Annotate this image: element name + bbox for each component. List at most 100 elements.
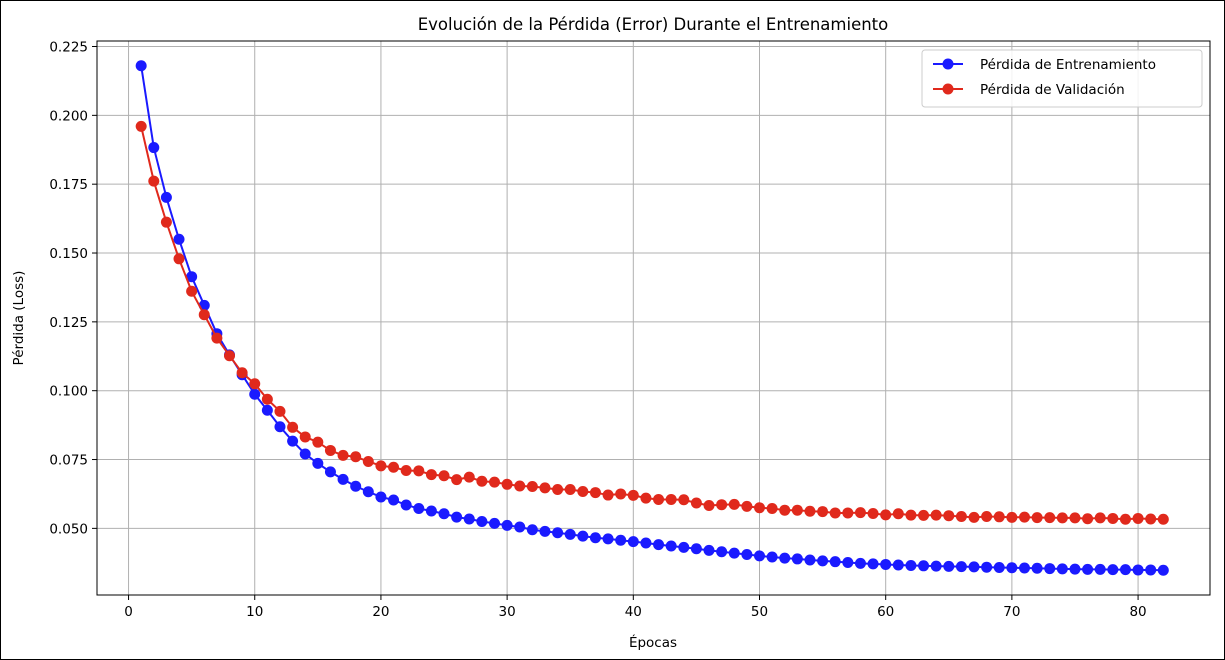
series-train	[135, 60, 1169, 576]
x-tick-label: 30	[499, 604, 516, 620]
data-point-train	[1094, 563, 1106, 575]
data-point-validation	[993, 511, 1005, 523]
data-point-train	[842, 557, 854, 569]
data-point-train	[703, 544, 715, 556]
data-point-validation	[451, 474, 463, 486]
data-point-train	[1082, 563, 1094, 575]
data-point-validation	[640, 492, 652, 504]
series-line-validation	[140, 126, 1164, 521]
data-point-validation	[362, 455, 374, 467]
data-point-validation	[968, 511, 980, 523]
data-point-train	[665, 540, 677, 552]
data-point-train	[1056, 563, 1068, 575]
data-point-validation	[388, 461, 400, 473]
data-point-train	[1031, 562, 1043, 574]
data-point-train	[476, 515, 488, 527]
data-point-train	[678, 541, 690, 553]
y-axis: 0.050 0.075 0.100 0.125 0.150 0.175 0.200 0.225	[49, 40, 97, 537]
y-axis-label: Pérdida (Loss)	[11, 271, 27, 366]
data-point-train	[981, 561, 993, 573]
data-point-train	[552, 527, 564, 539]
x-axis: 0 10 20 30 40 50 60 70 80	[124, 595, 1147, 620]
x-tick-label: 80	[1129, 604, 1146, 620]
legend-marker-validation	[942, 83, 954, 95]
legend-label-validation: Pérdida de Validación	[980, 82, 1125, 98]
data-point-validation	[741, 500, 753, 512]
data-point-validation	[690, 497, 702, 509]
data-point-validation	[135, 120, 147, 132]
data-point-validation	[261, 393, 273, 405]
x-tick-label: 70	[1003, 604, 1020, 620]
chart-title: Evolución de la Pérdida (Error) Durante …	[418, 15, 889, 34]
data-point-validation	[981, 511, 993, 523]
data-point-validation	[173, 253, 185, 265]
data-point-validation	[1119, 513, 1131, 525]
y-tick-label: 0.200	[49, 108, 88, 124]
data-point-validation	[728, 498, 740, 510]
data-point-validation	[274, 405, 286, 417]
data-point-validation	[438, 470, 450, 482]
data-point-validation	[867, 508, 879, 519]
x-tick-label: 10	[246, 604, 263, 620]
data-point-validation	[501, 478, 513, 490]
data-point-train	[173, 233, 185, 245]
data-point-validation	[299, 431, 311, 443]
data-point-train	[867, 558, 879, 570]
data-point-validation	[930, 509, 942, 521]
data-point-validation	[160, 216, 172, 228]
data-point-train	[918, 560, 930, 572]
data-point-validation	[249, 378, 261, 390]
data-point-train	[589, 532, 601, 544]
data-point-validation	[804, 505, 816, 517]
data-point-validation	[955, 511, 967, 523]
series-line-train	[140, 65, 1164, 572]
data-point-validation	[653, 493, 665, 505]
data-point-train	[425, 505, 437, 517]
y-tick-label: 0.150	[49, 246, 88, 262]
y-tick-label: 0.050	[49, 521, 88, 537]
data-point-train	[905, 560, 917, 572]
legend-marker-train	[942, 58, 954, 70]
data-point-validation	[791, 504, 803, 516]
y-tick-label: 0.125	[49, 315, 88, 331]
data-point-validation	[1145, 513, 1157, 525]
data-point-train	[388, 494, 400, 506]
data-point-validation	[615, 488, 627, 500]
data-point-validation	[224, 350, 235, 362]
plot-border	[96, 40, 1211, 596]
data-point-validation	[236, 367, 248, 379]
data-point-validation	[854, 507, 866, 519]
data-point-validation	[1006, 511, 1018, 523]
data-point-validation	[186, 285, 198, 297]
data-point-train	[1019, 562, 1030, 574]
data-point-train	[489, 517, 500, 529]
y-tick-label: 0.075	[49, 453, 88, 469]
data-point-validation	[842, 507, 854, 519]
data-point-train	[274, 421, 286, 433]
data-point-validation	[627, 489, 639, 501]
data-point-validation	[905, 509, 917, 521]
data-point-validation	[1019, 511, 1030, 523]
data-point-train	[754, 550, 765, 562]
data-point-train	[653, 539, 665, 551]
data-point-train	[930, 560, 942, 572]
data-point-validation	[539, 482, 551, 494]
data-point-validation	[198, 309, 210, 321]
data-point-train	[690, 543, 702, 555]
data-point-train	[817, 555, 829, 567]
legend-label-train: Pérdida de Entrenamiento	[980, 57, 1156, 73]
data-point-train	[968, 561, 980, 573]
data-point-train	[337, 473, 349, 485]
x-axis-label: Épocas	[629, 634, 677, 651]
legend: Pérdida de Entrenamiento Pérdida de Vali…	[921, 49, 1203, 108]
x-tick-label: 40	[625, 604, 642, 620]
series-validation	[135, 120, 1169, 525]
data-point-train	[514, 521, 526, 533]
data-point-validation	[350, 451, 362, 463]
data-point-validation	[211, 332, 223, 344]
data-point-train	[993, 561, 1005, 573]
data-point-validation	[1044, 512, 1056, 524]
data-point-train	[438, 508, 450, 520]
data-point-train	[463, 513, 475, 525]
data-point-train	[451, 511, 463, 523]
